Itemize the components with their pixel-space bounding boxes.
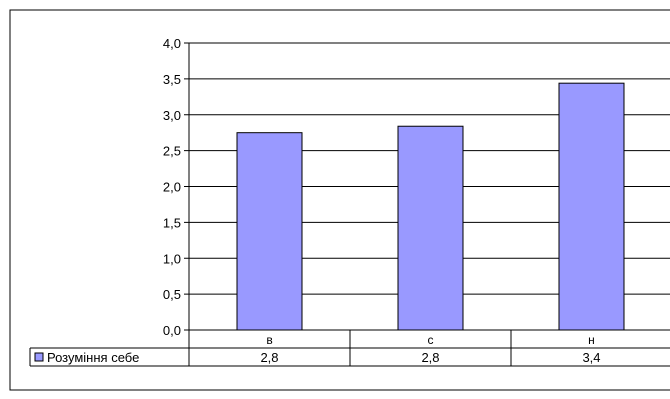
- y-tick-label: 0,0: [163, 323, 181, 338]
- table-cell: 2,8: [260, 350, 278, 365]
- axes: [184, 42, 190, 366]
- bar: [397, 125, 464, 331]
- x-category-label: с: [428, 333, 434, 347]
- x-category-label: н: [588, 333, 595, 347]
- y-tick-label: 3,0: [163, 108, 181, 123]
- y-tick-label: 3,5: [163, 72, 181, 87]
- y-tick-label: 2,0: [163, 180, 181, 195]
- bar: [558, 82, 625, 331]
- y-tick-label: 2,5: [163, 144, 181, 159]
- y-tick-label: 1,5: [163, 215, 181, 230]
- y-tick-label: 0,5: [163, 287, 181, 302]
- y-tick-label: 4,0: [163, 36, 181, 51]
- y-axis-tick-labels: 0,0 0,5 1,0 1,5 2,0 2,5 3,0 3,5 4,0: [163, 36, 181, 338]
- y-tick-label: 1,0: [163, 251, 181, 266]
- table-cell: 3,4: [582, 350, 600, 365]
- table-cell: 2,8: [421, 350, 439, 365]
- bars: [236, 82, 625, 331]
- x-category-label: в: [266, 333, 272, 347]
- bar: [236, 132, 303, 331]
- legend-swatch: [34, 352, 44, 362]
- legend-series-label: Розуміння себе: [47, 350, 139, 365]
- data-table: в 2,8 с 2,8 н 3,4 Розуміння себе: [29, 329, 670, 367]
